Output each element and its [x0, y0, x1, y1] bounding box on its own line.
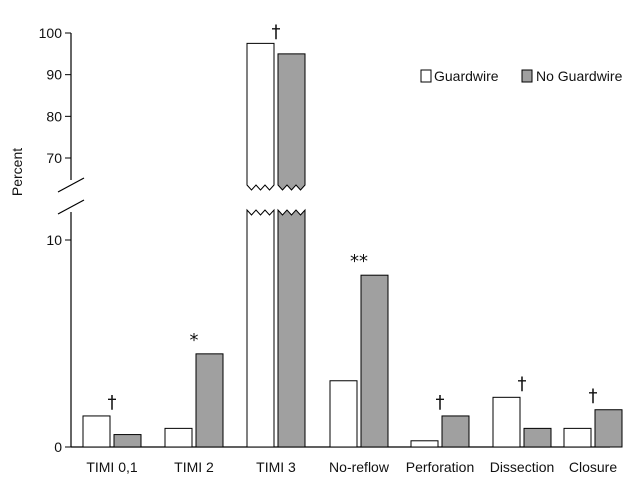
bar-no-guardwire	[523, 427, 552, 448]
y-tick-label-upper: 90	[46, 67, 62, 83]
x-tick-label: Closure	[569, 459, 617, 475]
bar-guardwire	[410, 440, 439, 448]
annotations: † * † ** † † †	[108, 21, 598, 413]
bar-no-guardwire-lower	[277, 208, 306, 448]
y-axis-label: Percent	[9, 148, 25, 196]
x-tick-label: TIMI 0,1	[86, 459, 138, 475]
bar-no-guardwire	[594, 409, 623, 448]
bars	[82, 42, 623, 448]
significance-marker: *	[190, 330, 199, 351]
bar-guardwire	[82, 415, 111, 448]
bar-guardwire	[329, 380, 358, 448]
y-axis-ticks: 70 80 90 100 0 10	[39, 25, 71, 455]
x-tick-label: Dissection	[490, 459, 555, 475]
legend-label-guardwire: Guardwire	[434, 68, 499, 84]
bar-no-guardwire	[195, 353, 224, 448]
legend-swatch-no-guardwire	[521, 69, 533, 83]
bar-no-guardwire	[113, 434, 142, 448]
bar-guardwire-upper	[246, 42, 275, 191]
legend-swatch-guardwire	[420, 69, 432, 83]
legend-label-no-guardwire: No Guardwire	[536, 68, 623, 84]
significance-marker: †	[272, 21, 281, 42]
bar-no-guardwire-upper	[277, 53, 306, 191]
category-labels: TIMI 0,1 TIMI 2 TIMI 3 No-reflow Perforation…	[86, 459, 617, 475]
x-tick-label: Perforation	[406, 459, 474, 475]
y-tick-label-lower: 0	[54, 439, 62, 455]
x-tick-label: TIMI 3	[256, 459, 296, 475]
legend: Guardwire No Guardwire	[420, 68, 623, 84]
y-tick-label-upper: 80	[46, 108, 62, 124]
x-tick-label: TIMI 2	[174, 459, 214, 475]
axis-break-mark-lower	[57, 199, 85, 215]
bar-guardwire-lower	[246, 208, 275, 448]
significance-marker: **	[350, 251, 368, 272]
significance-marker: †	[589, 386, 598, 407]
significance-marker: †	[518, 373, 527, 394]
y-tick-label-upper: 70	[46, 150, 62, 166]
y-tick-label-upper: 100	[39, 25, 63, 41]
bar-guardwire	[492, 396, 521, 448]
bar-no-guardwire	[360, 274, 389, 448]
bar-guardwire	[563, 427, 592, 448]
significance-marker: †	[108, 392, 117, 413]
axis-break-mark-upper	[57, 177, 85, 193]
x-tick-label: No-reflow	[329, 459, 390, 475]
bar-no-guardwire	[441, 415, 470, 448]
significance-marker: †	[436, 392, 445, 413]
y-tick-label-lower: 10	[46, 232, 62, 248]
bar-guardwire	[164, 427, 193, 448]
